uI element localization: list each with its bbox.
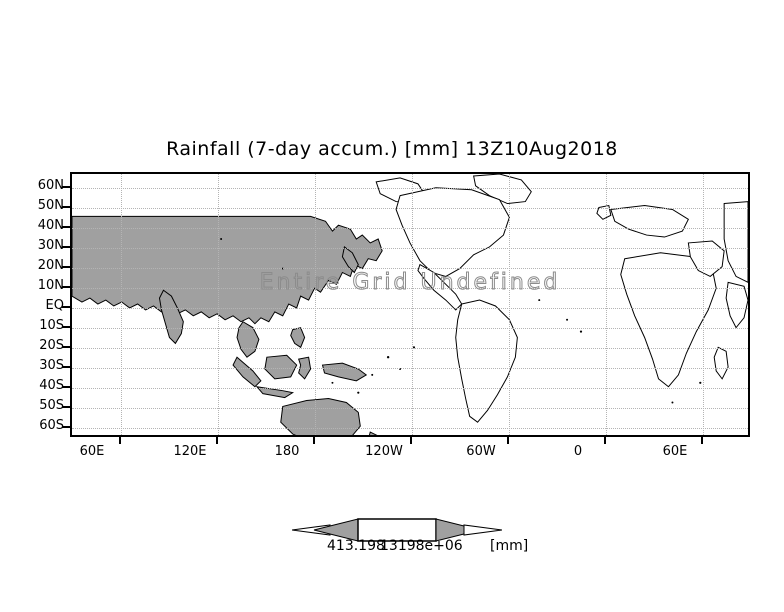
gridline-horizontal [72, 228, 748, 229]
x-tick-mark [216, 437, 218, 444]
y-tick-mark [62, 326, 71, 328]
y-tick-mark [62, 186, 71, 188]
gridline-horizontal [72, 388, 748, 389]
y-tick-label: 10S [39, 318, 64, 333]
y-tick-label: 40N [37, 218, 64, 233]
gridline-vertical [509, 174, 510, 435]
world-map-graphic [72, 174, 748, 435]
x-tick-mark [410, 437, 412, 444]
y-tick-mark [62, 386, 71, 388]
y-tick-mark [62, 406, 71, 408]
x-tick-label: 120E [173, 444, 207, 459]
colorbar-max-label: 13198e+06 [380, 538, 463, 554]
y-tick-mark [62, 346, 71, 348]
y-tick-mark [62, 426, 71, 428]
y-tick-mark [62, 206, 71, 208]
gridline-horizontal [72, 408, 748, 409]
land-outline-group [375, 174, 748, 423]
y-tick-mark [62, 366, 71, 368]
y-tick-label: 50N [37, 198, 64, 213]
x-tick-mark [119, 437, 121, 444]
y-tick-mark [62, 286, 71, 288]
x-tick-label: 120W [365, 444, 403, 459]
x-tick-mark [313, 437, 315, 444]
gridline-horizontal [72, 208, 748, 209]
y-tick-label: 60S [39, 418, 64, 433]
island-speckles [220, 238, 702, 404]
y-tick-mark [62, 246, 71, 248]
gridline-horizontal [72, 368, 748, 369]
gridline-vertical [315, 174, 316, 435]
gridline-vertical [703, 174, 704, 435]
gridline-vertical [121, 174, 122, 435]
gridline-vertical [412, 174, 413, 435]
colorbar[interactable] [292, 515, 502, 545]
y-tick-mark [62, 226, 71, 228]
y-tick-label: 60N [37, 178, 64, 193]
y-tick-label: 30N [37, 238, 64, 253]
land-shaded-group [72, 215, 383, 435]
x-tick-mark [701, 437, 703, 444]
x-tick-label: 0 [573, 444, 583, 459]
gridline-vertical [606, 174, 607, 435]
y-tick-label: EQ [45, 298, 64, 313]
y-tick-label: 20N [37, 258, 64, 273]
gridline-horizontal [72, 288, 748, 289]
map-clip: Entire Grid Undefined [72, 174, 748, 435]
colorbar-labels: 413.198 13198e+06 [mm] [292, 538, 528, 560]
x-tick-label: 60E [79, 444, 105, 459]
y-tick-label: 10N [37, 278, 64, 293]
y-tick-label: 40S [39, 378, 64, 393]
gridline-horizontal [72, 348, 748, 349]
x-tick-label: 180 [274, 444, 300, 459]
page-title: Rainfall (7-day accum.) [mm] 13Z10Aug201… [166, 138, 618, 160]
y-tick-label: 30S [39, 358, 64, 373]
gridline-horizontal [72, 188, 748, 189]
x-tick-label: 60E [662, 444, 688, 459]
map-plot-area[interactable]: Entire Grid Undefined [70, 172, 750, 437]
gridline-vertical [218, 174, 219, 435]
y-tick-mark [62, 306, 71, 308]
colorbar-unit-label: [mm] [490, 538, 529, 554]
x-tick-mark [604, 437, 606, 444]
y-tick-mark [62, 266, 71, 268]
colorbar-graphic[interactable] [292, 515, 502, 545]
gridline-horizontal [72, 248, 748, 249]
gridline-horizontal [72, 308, 748, 309]
gridline-horizontal [72, 268, 748, 269]
gridline-horizontal [72, 328, 748, 329]
y-tick-label: 50S [39, 398, 64, 413]
y-tick-label: 20S [39, 338, 64, 353]
colorbar-min-label: 413.198 [327, 538, 385, 554]
x-tick-mark [507, 437, 509, 444]
gridline-horizontal [72, 428, 748, 429]
x-tick-label: 60W [466, 444, 496, 459]
